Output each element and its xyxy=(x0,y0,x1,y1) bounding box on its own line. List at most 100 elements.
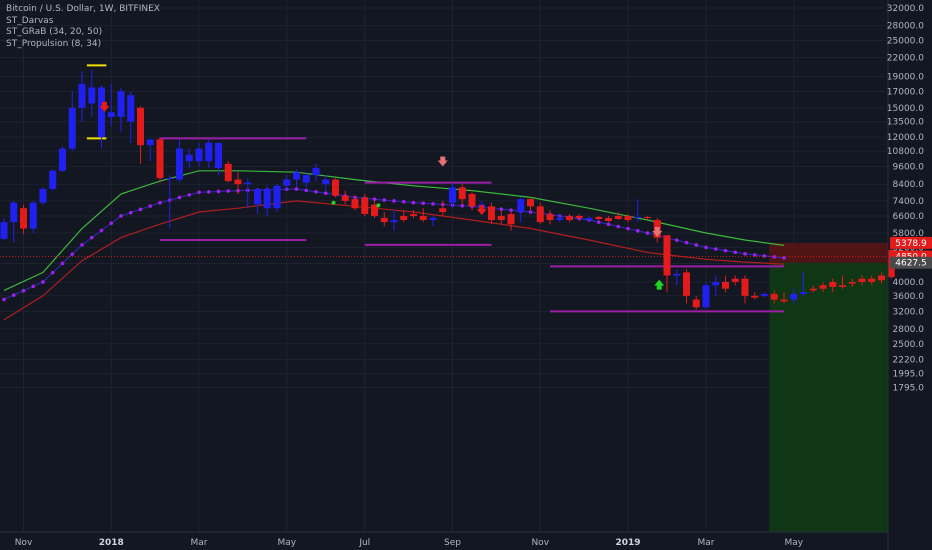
price-tick-label: 17000.0 xyxy=(887,87,924,97)
candle-body xyxy=(800,292,807,295)
propulsion-dot xyxy=(674,238,679,242)
propulsion-dot xyxy=(723,248,728,253)
signal-arrows xyxy=(99,101,665,290)
propulsion-dot xyxy=(294,187,299,191)
price-label-text: 4627.5 xyxy=(895,259,927,269)
time-tick-label: 2018 xyxy=(99,538,124,548)
candle-body xyxy=(468,193,476,207)
legend-symbol[interactable]: Bitcoin / U.S. Dollar, 1W, BITFINEX xyxy=(6,4,160,14)
price-tick-label: 19000.0 xyxy=(887,73,924,83)
candle-body xyxy=(497,215,505,221)
candle-body xyxy=(429,217,437,221)
candle-body xyxy=(585,217,593,221)
buy-arrow-icon xyxy=(654,279,665,290)
propulsion-dot xyxy=(733,250,738,255)
candle-body xyxy=(137,107,144,146)
candle-body xyxy=(371,204,378,216)
time-tick-label: Jul xyxy=(358,538,370,548)
candle-body xyxy=(507,213,515,225)
candle-body xyxy=(0,222,8,239)
propulsion-dot xyxy=(11,293,16,297)
price-tick-label: 2220.0 xyxy=(893,356,925,366)
candle-body xyxy=(293,172,300,180)
propulsion-dot xyxy=(626,226,630,231)
propulsion-dot xyxy=(70,252,75,256)
candle-body xyxy=(215,142,222,168)
candle-body xyxy=(49,170,57,189)
price-label-box xyxy=(890,236,932,249)
candle-body xyxy=(536,206,544,223)
candle-body xyxy=(858,278,866,282)
candle-body xyxy=(59,148,66,171)
propulsion-dot xyxy=(460,203,465,208)
legend-indicator-darvas[interactable]: ST_Darvas xyxy=(6,15,54,26)
legend-indicator-propulsion[interactable]: ST_Propulsion (8, 34) xyxy=(6,38,102,49)
candle-body xyxy=(644,216,651,218)
price-tick-label: 32000.0 xyxy=(887,4,924,14)
propulsion-dot xyxy=(743,252,747,256)
candle-body xyxy=(205,142,213,162)
risk-boxes xyxy=(769,242,888,532)
propulsion-dot xyxy=(431,202,435,206)
candle-body xyxy=(829,281,837,287)
candle-body xyxy=(634,216,642,218)
time-tick-label: Nov xyxy=(531,538,549,548)
candle-body xyxy=(332,179,339,196)
candle-body xyxy=(117,91,125,117)
candle-body xyxy=(263,188,271,209)
candle-body xyxy=(185,154,193,162)
propulsion-dot xyxy=(713,247,718,251)
candle-body xyxy=(712,281,720,286)
price-label-box xyxy=(890,256,932,269)
propulsion-dot xyxy=(635,229,640,233)
propulsion-dot xyxy=(206,190,211,194)
price-tick-label: 3200.0 xyxy=(893,307,925,317)
candle-body xyxy=(546,213,554,221)
time-axis[interactable]: Nov 2018 Mar May Jul Sep Nov 2019 Mar May xyxy=(0,531,888,548)
price-labels: 5378.94850.04627.5 xyxy=(890,236,932,269)
candle-body xyxy=(790,294,798,300)
price-tick-label: 2500.0 xyxy=(893,340,925,350)
candle-body xyxy=(868,278,876,282)
propulsion-dot xyxy=(138,207,143,212)
propulsion-dot xyxy=(392,199,396,203)
propulsion-dot xyxy=(99,228,104,233)
candle-body xyxy=(517,199,525,213)
price-tick-label: 22000.0 xyxy=(887,53,924,63)
candle-body xyxy=(439,208,447,213)
time-tick-label: 2019 xyxy=(615,538,640,548)
candle-body xyxy=(605,217,612,222)
candle-body xyxy=(68,107,76,149)
candle-body xyxy=(146,139,154,146)
propulsion-dot xyxy=(421,201,426,206)
propulsion-dot xyxy=(762,254,767,258)
propulsion-dot xyxy=(372,197,377,201)
time-tick-label: Mar xyxy=(698,538,715,548)
propulsion-dot xyxy=(226,189,231,193)
candle-body xyxy=(809,288,817,291)
propulsion-dot xyxy=(704,245,708,250)
candle-body xyxy=(195,148,203,162)
time-tick-label: May xyxy=(277,538,296,548)
price-tick-label: 12000.0 xyxy=(887,133,924,143)
candle-body xyxy=(683,272,690,296)
propulsion-dot xyxy=(2,297,6,302)
price-tick-label: 5800.0 xyxy=(893,229,925,239)
price-tick-label: 10800.0 xyxy=(887,147,924,157)
candle-body xyxy=(254,188,261,205)
time-tick-label: Mar xyxy=(191,538,208,548)
candle-body xyxy=(702,285,710,308)
candle-body xyxy=(839,285,846,287)
propulsion-dot xyxy=(60,261,65,266)
candle-body xyxy=(488,206,495,221)
candle-body xyxy=(283,179,291,186)
propulsion-dot xyxy=(41,280,45,284)
propulsion-dot xyxy=(528,210,533,214)
candle-body xyxy=(527,199,534,207)
legend-indicator-grab[interactable]: ST_GRaB (34, 20, 50) xyxy=(6,27,103,37)
candle-body xyxy=(127,95,135,122)
sell-arrow-icon xyxy=(652,226,663,237)
take-profit-zone xyxy=(769,262,888,532)
time-tick-label: May xyxy=(784,538,803,548)
